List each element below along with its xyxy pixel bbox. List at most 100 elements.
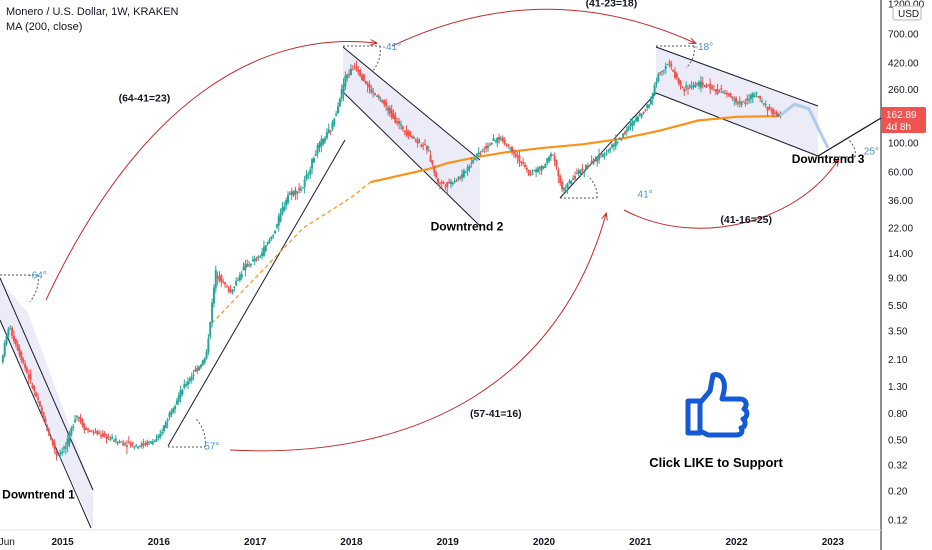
candle-body[interactable] — [509, 147, 512, 149]
candle-body[interactable] — [79, 417, 82, 422]
candle-body[interactable] — [275, 224, 278, 228]
candle-body[interactable] — [544, 163, 547, 169]
candle-body[interactable] — [224, 282, 227, 285]
candle-body[interactable] — [318, 142, 321, 148]
candle-body[interactable] — [131, 442, 134, 445]
candle-body[interactable] — [72, 426, 75, 428]
candle-body[interactable] — [472, 159, 475, 163]
candle-body[interactable] — [109, 438, 112, 440]
candle-body[interactable] — [435, 172, 438, 178]
candle-body[interactable] — [459, 176, 462, 179]
candle-body[interactable] — [96, 430, 99, 435]
candle-body[interactable] — [266, 242, 269, 245]
candle-body[interactable] — [218, 276, 221, 281]
annotation-text[interactable]: (41-16=25) — [720, 214, 772, 226]
candle-body[interactable] — [172, 408, 175, 413]
candle-body[interactable] — [470, 163, 473, 165]
candle-body[interactable] — [705, 85, 708, 88]
candle-body[interactable] — [212, 287, 215, 304]
candle-body[interactable] — [340, 88, 343, 99]
candle-body[interactable] — [527, 169, 530, 176]
candle-body[interactable] — [309, 169, 312, 175]
candle-body[interactable] — [68, 433, 71, 444]
candle-body[interactable] — [749, 94, 752, 99]
candle-body[interactable] — [690, 85, 693, 88]
candle-body[interactable] — [701, 82, 704, 86]
candle-body[interactable] — [368, 84, 371, 89]
candle-body[interactable] — [220, 274, 223, 283]
candle-body[interactable] — [174, 405, 177, 410]
candle-body[interactable] — [98, 432, 101, 434]
candle-body[interactable] — [183, 384, 186, 389]
candle-body[interactable] — [270, 236, 273, 240]
candle-body[interactable] — [501, 137, 504, 142]
candle-body[interactable] — [540, 165, 543, 171]
candle-body[interactable] — [44, 418, 47, 424]
downtrend-3-line-lower[interactable] — [655, 92, 819, 157]
candle-body[interactable] — [11, 327, 14, 337]
candle-body[interactable] — [551, 154, 554, 156]
downtrend-2-line-lower[interactable] — [342, 91, 481, 227]
candle-body[interactable] — [662, 69, 665, 71]
candle-body[interactable] — [296, 191, 299, 194]
candle-body[interactable] — [623, 131, 626, 134]
candle-body[interactable] — [351, 69, 354, 71]
candle-body[interactable] — [322, 138, 325, 145]
candle-body[interactable] — [211, 302, 214, 323]
candle-body[interactable] — [590, 160, 593, 164]
pattern-label[interactable]: Downtrend 3 — [792, 152, 865, 166]
candle-body[interactable] — [149, 441, 152, 443]
candle-body[interactable] — [561, 181, 564, 190]
candle-body[interactable] — [261, 252, 264, 256]
candle-body[interactable] — [88, 430, 91, 432]
candle-body[interactable] — [16, 344, 19, 350]
candle-body[interactable] — [401, 125, 404, 130]
candle-body[interactable] — [405, 130, 408, 135]
candle-body[interactable] — [722, 91, 725, 94]
candle-body[interactable] — [474, 158, 477, 160]
candle-body[interactable] — [42, 412, 45, 421]
candle-body[interactable] — [353, 66, 356, 68]
candle-body[interactable] — [214, 269, 217, 289]
candle-body[interactable] — [711, 86, 714, 89]
candle-body[interactable] — [305, 174, 308, 180]
like-call-to-action[interactable]: Click LIKE to Support — [649, 455, 783, 470]
candle-body[interactable] — [48, 431, 51, 436]
candle-body[interactable] — [379, 99, 382, 101]
candle-body[interactable] — [729, 93, 732, 98]
candle-body[interactable] — [746, 98, 749, 101]
candle-body[interactable] — [312, 157, 315, 163]
candle-body[interactable] — [216, 275, 219, 278]
candle-body[interactable] — [249, 264, 252, 266]
arrow-downtrend1-to-downtrend2[interactable] — [45, 41, 376, 301]
candle-body[interactable] — [629, 123, 632, 126]
chart-title[interactable]: Monero / U.S. Dollar, 1W, KRAKEN — [6, 6, 179, 18]
candle-body[interactable] — [348, 73, 351, 75]
candle-body[interactable] — [718, 91, 721, 93]
candle-body[interactable] — [462, 170, 465, 177]
candle-body[interactable] — [536, 168, 539, 172]
candle-body[interactable] — [338, 98, 341, 107]
candle-body[interactable] — [24, 363, 27, 368]
candle-body[interactable] — [188, 378, 191, 382]
candle-body[interactable] — [314, 153, 317, 156]
candle-body[interactable] — [162, 425, 165, 432]
candle-body[interactable] — [422, 145, 425, 147]
candle-body[interactable] — [194, 369, 197, 372]
candle-body[interactable] — [74, 419, 77, 423]
candle-body[interactable] — [761, 100, 764, 102]
candle-body[interactable] — [775, 111, 778, 117]
candle-body[interactable] — [161, 431, 164, 434]
candle-body[interactable] — [277, 216, 280, 226]
candle-body[interactable] — [588, 165, 591, 167]
candle-body[interactable] — [570, 180, 573, 185]
candle-body[interactable] — [464, 171, 467, 173]
angle-label[interactable]: -18° — [695, 42, 713, 53]
candle-body[interactable] — [585, 164, 588, 170]
candle-body[interactable] — [394, 115, 397, 123]
currency-button[interactable]: USD — [892, 5, 922, 21]
candle-body[interactable] — [77, 417, 80, 419]
candle-body[interactable] — [681, 86, 684, 88]
candle-body[interactable] — [240, 274, 243, 278]
candle-body[interactable] — [733, 99, 736, 101]
